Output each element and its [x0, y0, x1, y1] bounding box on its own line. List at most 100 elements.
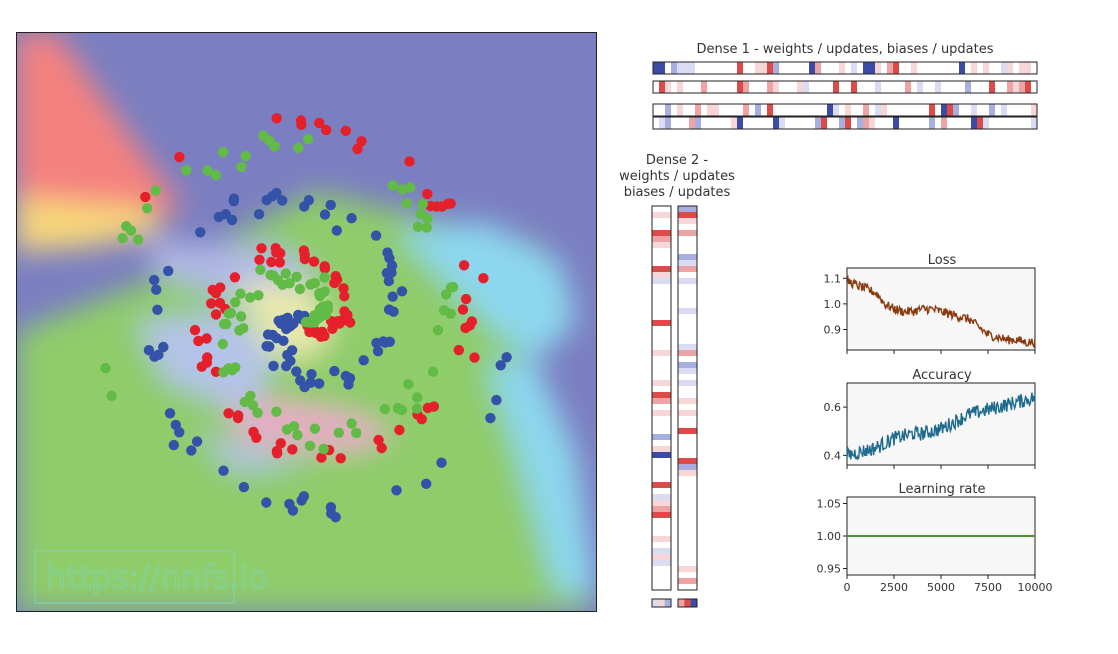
- data-point: [238, 481, 250, 493]
- heatmap-cell: [761, 117, 768, 129]
- heatmap-cell: [678, 218, 697, 225]
- data-point: [422, 188, 433, 200]
- data-point: [309, 423, 321, 434]
- heatmap-cell: [652, 362, 671, 369]
- data-point: [308, 256, 320, 267]
- heatmap-cell: [652, 266, 671, 273]
- data-point: [373, 434, 384, 446]
- heatmap-cell: [652, 512, 671, 519]
- data-point: [152, 304, 163, 315]
- data-point: [466, 316, 478, 327]
- heatmap-cell: [652, 302, 671, 309]
- heatmap-cell: [785, 104, 792, 116]
- watermark-box: [34, 550, 235, 604]
- heatmap-cell: [1031, 62, 1038, 74]
- heatmap-cell: [1031, 117, 1038, 129]
- heatmap-cell: [678, 506, 697, 513]
- heatmap-cell: [652, 230, 671, 237]
- heatmap-cell: [707, 62, 714, 74]
- data-point: [281, 360, 292, 372]
- heatmap-cell: [678, 548, 697, 555]
- heatmap-cell: [791, 81, 798, 93]
- data-point: [291, 271, 302, 282]
- heatmap-cell: [701, 117, 708, 129]
- heatmap-cell: [1007, 81, 1014, 93]
- data-point: [338, 283, 349, 294]
- heatmap-cell: [785, 117, 792, 129]
- heatmap-cell: [1013, 81, 1020, 93]
- heatmap-cell: [683, 104, 690, 116]
- heatmap-cell: [989, 117, 996, 129]
- heatmap-cell: [678, 320, 697, 327]
- heatmap-cell: [971, 62, 978, 74]
- data-point: [168, 439, 179, 451]
- accuracy-chart: Accuracy 0.6 0.4: [824, 368, 1036, 469]
- heatmap-cell: [731, 81, 738, 93]
- heatmap-cell: [821, 117, 828, 129]
- data-point: [143, 345, 155, 356]
- heatmap-cell: [671, 104, 678, 116]
- heatmap-cell: [959, 62, 966, 74]
- heatmap-cell: [678, 560, 697, 567]
- data-point: [469, 352, 480, 363]
- data-point: [325, 199, 336, 211]
- data-point: [150, 185, 162, 196]
- data-point: [106, 390, 117, 401]
- heatmap-cell: [671, 62, 678, 74]
- heatmap-cell: [683, 62, 690, 74]
- heatmap-cell: [652, 422, 671, 429]
- heatmap-cell: [749, 104, 756, 116]
- heatmap-cell: [652, 416, 671, 423]
- heatmap-cell: [653, 104, 660, 116]
- heatmap-cell: [935, 104, 942, 116]
- heatmap-cell: [689, 62, 696, 74]
- heatmap-cell: [917, 117, 924, 129]
- data-point: [376, 442, 387, 454]
- data-point: [253, 209, 265, 220]
- data-point: [186, 445, 197, 456]
- heatmap-cell: [827, 62, 834, 74]
- dense2-title-line3: biases / updates: [624, 185, 731, 200]
- heatmap-cell: [767, 81, 774, 93]
- data-point: [287, 444, 298, 455]
- data-point: [296, 495, 307, 506]
- heatmap-cell: [678, 332, 697, 339]
- heatmap-cell: [755, 62, 762, 74]
- heatmap-cell: [923, 62, 930, 74]
- heatmap-cell: [809, 62, 816, 74]
- y-tick-label: 0.95: [817, 563, 842, 576]
- chart-frame: [846, 382, 1036, 466]
- data-point: [319, 286, 330, 297]
- heatmap-cell: [689, 81, 696, 93]
- data-point: [344, 317, 356, 328]
- heatmap-cell: [815, 81, 822, 93]
- heatmap-cell: [652, 554, 671, 561]
- data-point: [417, 198, 428, 210]
- data-point: [333, 427, 344, 438]
- heatmap-cell: [779, 81, 786, 93]
- heatmap-cell: [809, 104, 816, 116]
- heatmap-cell: [767, 117, 774, 129]
- heatmap-cell: [845, 104, 852, 116]
- heatmap-cell: [875, 104, 882, 116]
- dense2-title-line1: Dense 2 -: [646, 153, 709, 168]
- heatmap-cell: [652, 320, 671, 327]
- heatmap-cell: [743, 117, 750, 129]
- heatmap-cell: [652, 278, 671, 285]
- data-point: [403, 379, 414, 390]
- heatmap-cell: [731, 62, 738, 74]
- heatmap-cell: [941, 117, 948, 129]
- heatmap-cell: [785, 81, 792, 93]
- x-tick-label: 7500: [974, 581, 1002, 594]
- heatmap-cell: [881, 117, 888, 129]
- data-point: [261, 341, 272, 352]
- heatmap-cell: [851, 62, 858, 74]
- heatmap-cell: [851, 117, 858, 129]
- heatmap-cell: [678, 572, 697, 579]
- dense1-heatmaps: [652, 61, 1038, 130]
- heatmap-cell: [652, 458, 671, 465]
- heatmap-cell: [941, 104, 948, 116]
- heatmap-cell: [827, 81, 834, 93]
- heatmap-cell: [678, 380, 697, 387]
- heatmap-cell: [821, 62, 828, 74]
